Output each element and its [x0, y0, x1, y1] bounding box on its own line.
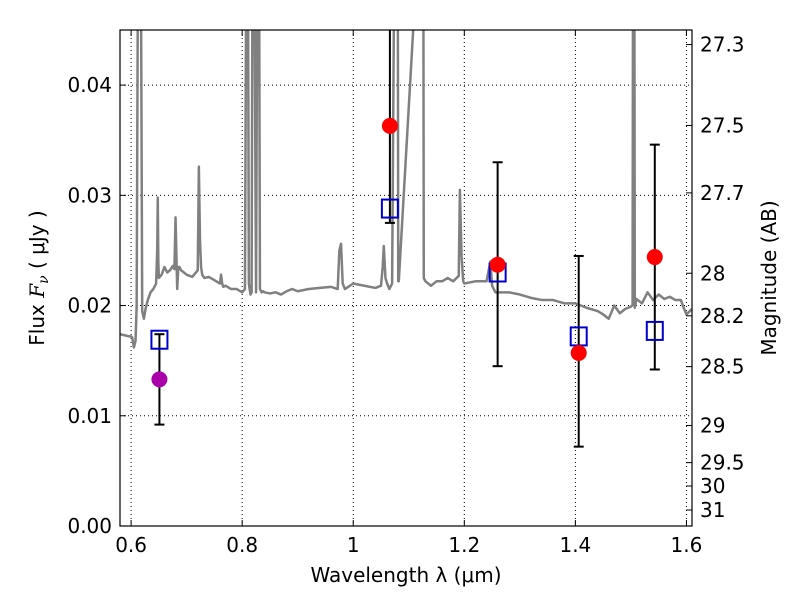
right-tick-label: 30: [700, 474, 725, 498]
model-square: [150, 329, 169, 350]
right-tick-label: 28.2: [700, 304, 745, 328]
y-tick-label: 0.00: [67, 514, 112, 538]
y-tick-label: 0.04: [67, 73, 112, 97]
optical-point: [151, 371, 168, 388]
right-tick-label: 31: [700, 498, 725, 522]
photometry-point: [489, 256, 506, 273]
plot-frame: [119, 29, 693, 527]
x-tick-label: 1.4: [559, 533, 591, 557]
right-tick-label: 29.5: [700, 451, 745, 475]
template-spectrum: [120, 30, 692, 349]
ticks: [120, 30, 692, 527]
x-tick-labels: 0.6 0.8 1 1.2 1.4 1.6: [115, 533, 702, 557]
right-tick-label: 27.7: [700, 181, 745, 205]
right-tick-label: 29: [700, 413, 725, 437]
x-tick-label: 0.8: [226, 533, 258, 557]
x-tick-label: 1.6: [671, 533, 703, 557]
photometry-point: [646, 249, 663, 266]
y-axis-label: Flux Fν ( μJy ): [25, 210, 52, 345]
y-tick-label: 0.02: [67, 294, 112, 318]
right-tick-label: 28.5: [700, 355, 745, 379]
x-tick-label: 1.2: [448, 533, 480, 557]
right-axis-label: Magnitude (AB): [757, 200, 781, 355]
x-axis-label: Wavelength λ (μm): [310, 563, 501, 587]
model-square: [380, 198, 399, 219]
right-tick-label: 28: [700, 261, 725, 285]
right-tick-label: 27.3: [700, 33, 745, 57]
x-tick-label: 1: [347, 533, 360, 557]
right-tick-label: 27.5: [700, 113, 745, 137]
y-tick-labels: 0.00 0.01 0.02 0.03 0.04: [67, 73, 112, 538]
template-spectrum-line: [120, 30, 692, 349]
y-tick-label: 0.01: [67, 404, 112, 428]
photometry-points: [151, 117, 663, 388]
x-tick-label: 0.6: [115, 533, 147, 557]
photometry-point: [381, 117, 398, 134]
photometry-point: [570, 344, 587, 361]
model-square: [645, 320, 664, 341]
y-tick-label: 0.03: [67, 183, 112, 207]
